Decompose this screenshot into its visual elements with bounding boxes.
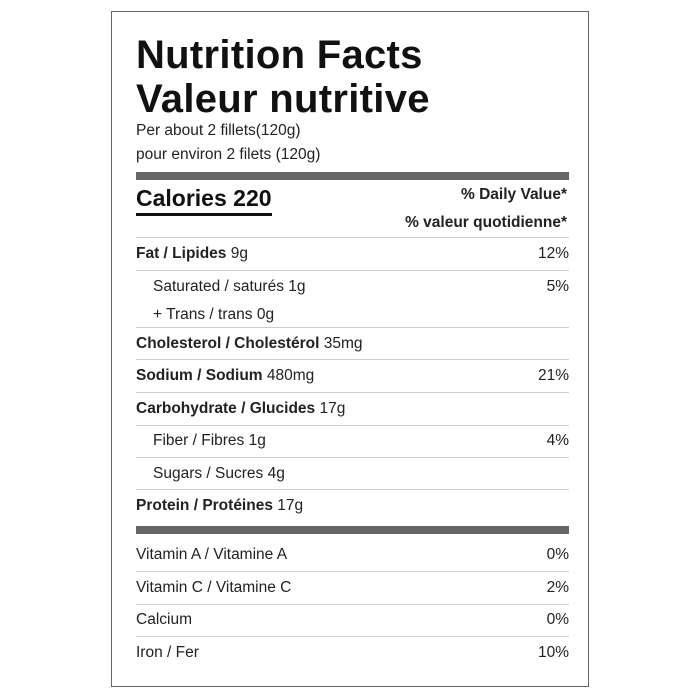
vitamin-row-a: Vitamin A / Vitamine A 0% [136,545,569,565]
vitamin-daily-value: 2% [546,579,569,596]
nutrient-amount: 35mg [323,335,363,352]
divider [136,327,569,328]
vitamin-name: Vitamin C / Vitamine C [136,579,292,596]
nutrient-name: Carbohydrate / Glucides [136,400,316,417]
nutrient-amount: 480mg [266,367,315,384]
vitamin-daily-value: 0% [546,611,569,628]
nutrient-daily-value: 5% [546,278,569,295]
nutrient-row-fiber: Fiber / Fibres 1g 4% [136,431,569,451]
vitamin-daily-value: 0% [546,546,569,563]
nutrient-amount: 17g [277,497,304,514]
nutrient-name: Sodium / Sodium [136,367,263,384]
vitamin-name: Iron / Fer [136,644,199,661]
nutrient-row-sugars: Sugars / Sucres 4g [136,464,569,484]
thick-divider-top [136,172,569,180]
vitamin-row-calcium: Calcium 0% [136,610,569,630]
nutrient-daily-value: 12% [537,245,569,262]
title-english: Nutrition Facts [136,33,423,77]
vitamin-name: Calcium [136,611,192,628]
divider [136,457,569,458]
nutrient-name: Fiber / Fibres [153,432,245,449]
nutrient-name: Protein / Protéines [136,497,273,514]
vitamin-name: Vitamin A / Vitamine A [136,546,288,563]
title-french: Valeur nutritive [136,77,430,121]
vitamin-row-iron: Iron / Fer 10% [136,643,569,663]
serving-size-english: Per about 2 fillets(120g) [136,122,301,139]
nutrient-name: Sugars / Sucres [153,465,264,482]
nutrient-amount: 9g [230,245,248,262]
daily-value-header-french: % valeur quotidienne* [405,214,567,231]
nutrient-row-trans: + Trans / trans 0g [136,305,569,325]
divider [136,237,569,238]
nutrient-amount: 4g [267,465,285,482]
nutrient-amount: 17g [319,400,346,417]
nutrient-row-sodium: Sodium / Sodium 480mg 21% [136,366,569,386]
divider [136,571,569,572]
vitamin-daily-value: 10% [537,644,569,661]
nutrition-label: Nutrition Facts Valeur nutritive Per abo… [111,11,589,687]
calories-heading: Calories 220 [136,184,272,216]
vitamin-row-c: Vitamin C / Vitamine C 2% [136,578,569,598]
nutrient-row-cholesterol: Cholesterol / Cholestérol 35mg [136,334,569,354]
divider [136,392,569,393]
nutrient-row-saturated: Saturated / saturés 1g 5% [136,277,569,297]
divider [136,359,569,360]
nutrient-daily-value: 21% [537,367,569,384]
divider [136,270,569,271]
divider [136,604,569,605]
nutrient-name: Cholesterol / Cholestérol [136,335,320,352]
nutrient-amount: 0g [256,306,275,323]
nutrient-amount: 1g [288,278,306,295]
divider [136,425,569,426]
nutrient-row-fat: Fat / Lipides 9g 12% [136,244,569,264]
nutrient-name: + Trans / trans [153,306,253,323]
divider [136,636,569,637]
nutrient-row-carbohydrate: Carbohydrate / Glucides 17g [136,399,569,419]
nutrient-daily-value: 4% [546,432,569,449]
thick-divider-bottom [136,526,569,534]
nutrient-row-protein: Protein / Protéines 17g [136,496,569,516]
nutrient-name: Fat / Lipides [136,245,227,262]
serving-size-french: pour environ 2 filets (120g) [136,146,321,163]
divider [136,489,569,490]
daily-value-header-english: % Daily Value* [461,186,567,203]
nutrient-amount: 1g [248,432,266,449]
nutrient-name: Saturated / saturés [153,278,284,295]
